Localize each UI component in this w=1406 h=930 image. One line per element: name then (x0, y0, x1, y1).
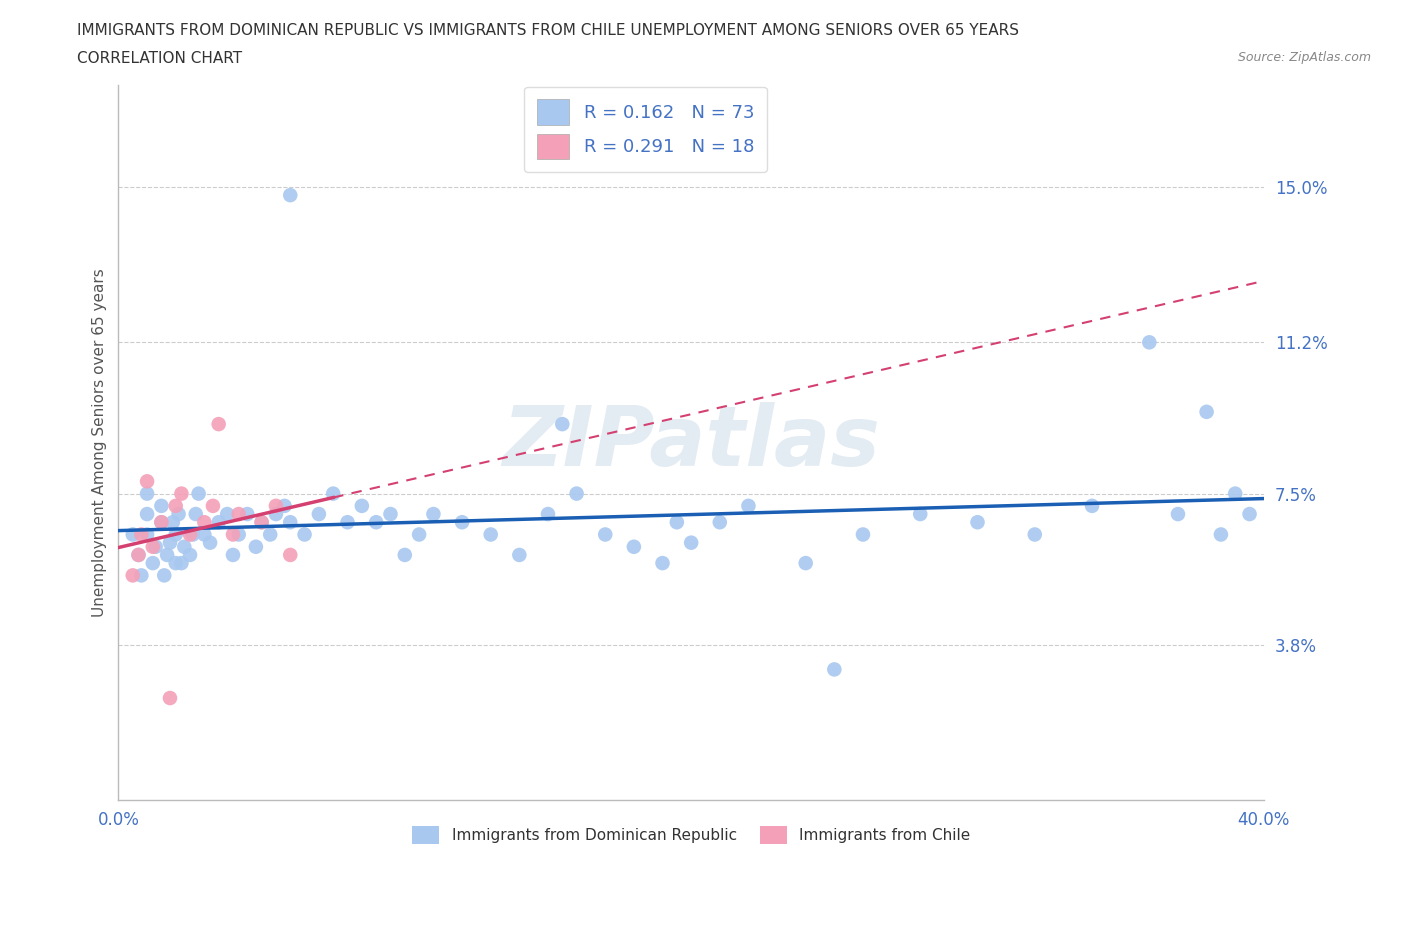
Point (593, 527, 616, 542)
Point (394, 548, 416, 563)
Text: Source: ZipAtlas.com: Source: ZipAtlas.com (1237, 51, 1371, 64)
Point (966, 515, 988, 530)
Point (1167, 507, 1189, 522)
Point (1195, 405, 1218, 419)
Point (153, 568, 176, 583)
Point (181, 527, 204, 542)
Point (136, 527, 159, 542)
Point (250, 515, 273, 530)
Point (165, 498, 187, 513)
Point (278, 188, 301, 203)
Point (336, 515, 359, 530)
Point (823, 662, 845, 677)
Point (222, 548, 245, 563)
Point (422, 507, 444, 522)
Point (156, 548, 179, 563)
Point (451, 515, 474, 530)
Point (278, 548, 301, 563)
Point (264, 507, 287, 522)
Point (1081, 498, 1104, 513)
Point (228, 527, 250, 542)
Point (150, 515, 173, 530)
Point (184, 507, 207, 522)
Point (350, 498, 373, 513)
Point (479, 527, 502, 542)
Point (198, 536, 221, 551)
Point (173, 539, 195, 554)
Point (1137, 335, 1160, 350)
Point (1225, 486, 1247, 501)
Point (665, 515, 688, 530)
Point (136, 474, 159, 489)
Point (709, 515, 731, 530)
Point (264, 498, 287, 513)
Legend: Immigrants from Dominican Republic, Immigrants from Chile: Immigrants from Dominican Republic, Immi… (406, 820, 977, 850)
Point (127, 548, 149, 563)
Point (228, 507, 250, 522)
Point (121, 527, 143, 542)
Point (1239, 507, 1261, 522)
Point (208, 515, 231, 530)
Point (187, 486, 209, 501)
Point (142, 539, 165, 554)
Text: CORRELATION CHART: CORRELATION CHART (77, 51, 242, 66)
Point (245, 539, 267, 554)
Point (179, 548, 201, 563)
Point (150, 498, 173, 513)
Point (623, 539, 645, 554)
Point (408, 527, 430, 542)
Point (366, 515, 388, 530)
Point (308, 507, 330, 522)
Point (142, 555, 165, 570)
Point (380, 507, 402, 522)
Point (162, 515, 184, 530)
Text: IMMIGRANTS FROM DOMINICAN REPUBLIC VS IMMIGRANTS FROM CHILE UNEMPLOYMENT AMONG S: IMMIGRANTS FROM DOMINICAN REPUBLIC VS IM… (77, 23, 1019, 38)
Point (508, 548, 530, 563)
Point (193, 527, 215, 542)
Point (681, 536, 703, 551)
Text: ZIPatlas: ZIPatlas (502, 402, 880, 483)
Point (794, 555, 817, 570)
Point (167, 507, 190, 522)
Point (136, 486, 159, 501)
Point (322, 486, 344, 501)
Point (159, 536, 181, 551)
Point (551, 417, 574, 432)
Point (136, 507, 159, 522)
Point (236, 507, 259, 522)
Point (131, 527, 153, 542)
Point (537, 507, 560, 522)
Point (1024, 527, 1046, 542)
Point (273, 498, 295, 513)
Point (651, 555, 673, 570)
Point (201, 498, 224, 513)
Point (217, 507, 239, 522)
Point (1209, 527, 1232, 542)
Point (121, 568, 143, 583)
Point (278, 515, 301, 530)
Point (165, 527, 187, 542)
Point (852, 527, 875, 542)
Point (159, 691, 181, 706)
Point (910, 507, 932, 522)
Point (145, 539, 167, 554)
Point (294, 527, 316, 542)
Point (165, 555, 187, 570)
Point (127, 548, 149, 563)
Y-axis label: Unemployment Among Seniors over 65 years: Unemployment Among Seniors over 65 years (93, 268, 107, 617)
Point (193, 515, 215, 530)
Point (179, 527, 201, 542)
Point (565, 486, 588, 501)
Point (170, 486, 193, 501)
Point (150, 515, 173, 530)
Point (208, 417, 231, 432)
Point (131, 568, 153, 583)
Point (222, 527, 245, 542)
Point (259, 527, 281, 542)
Point (737, 498, 759, 513)
Point (250, 515, 273, 530)
Point (170, 555, 193, 570)
